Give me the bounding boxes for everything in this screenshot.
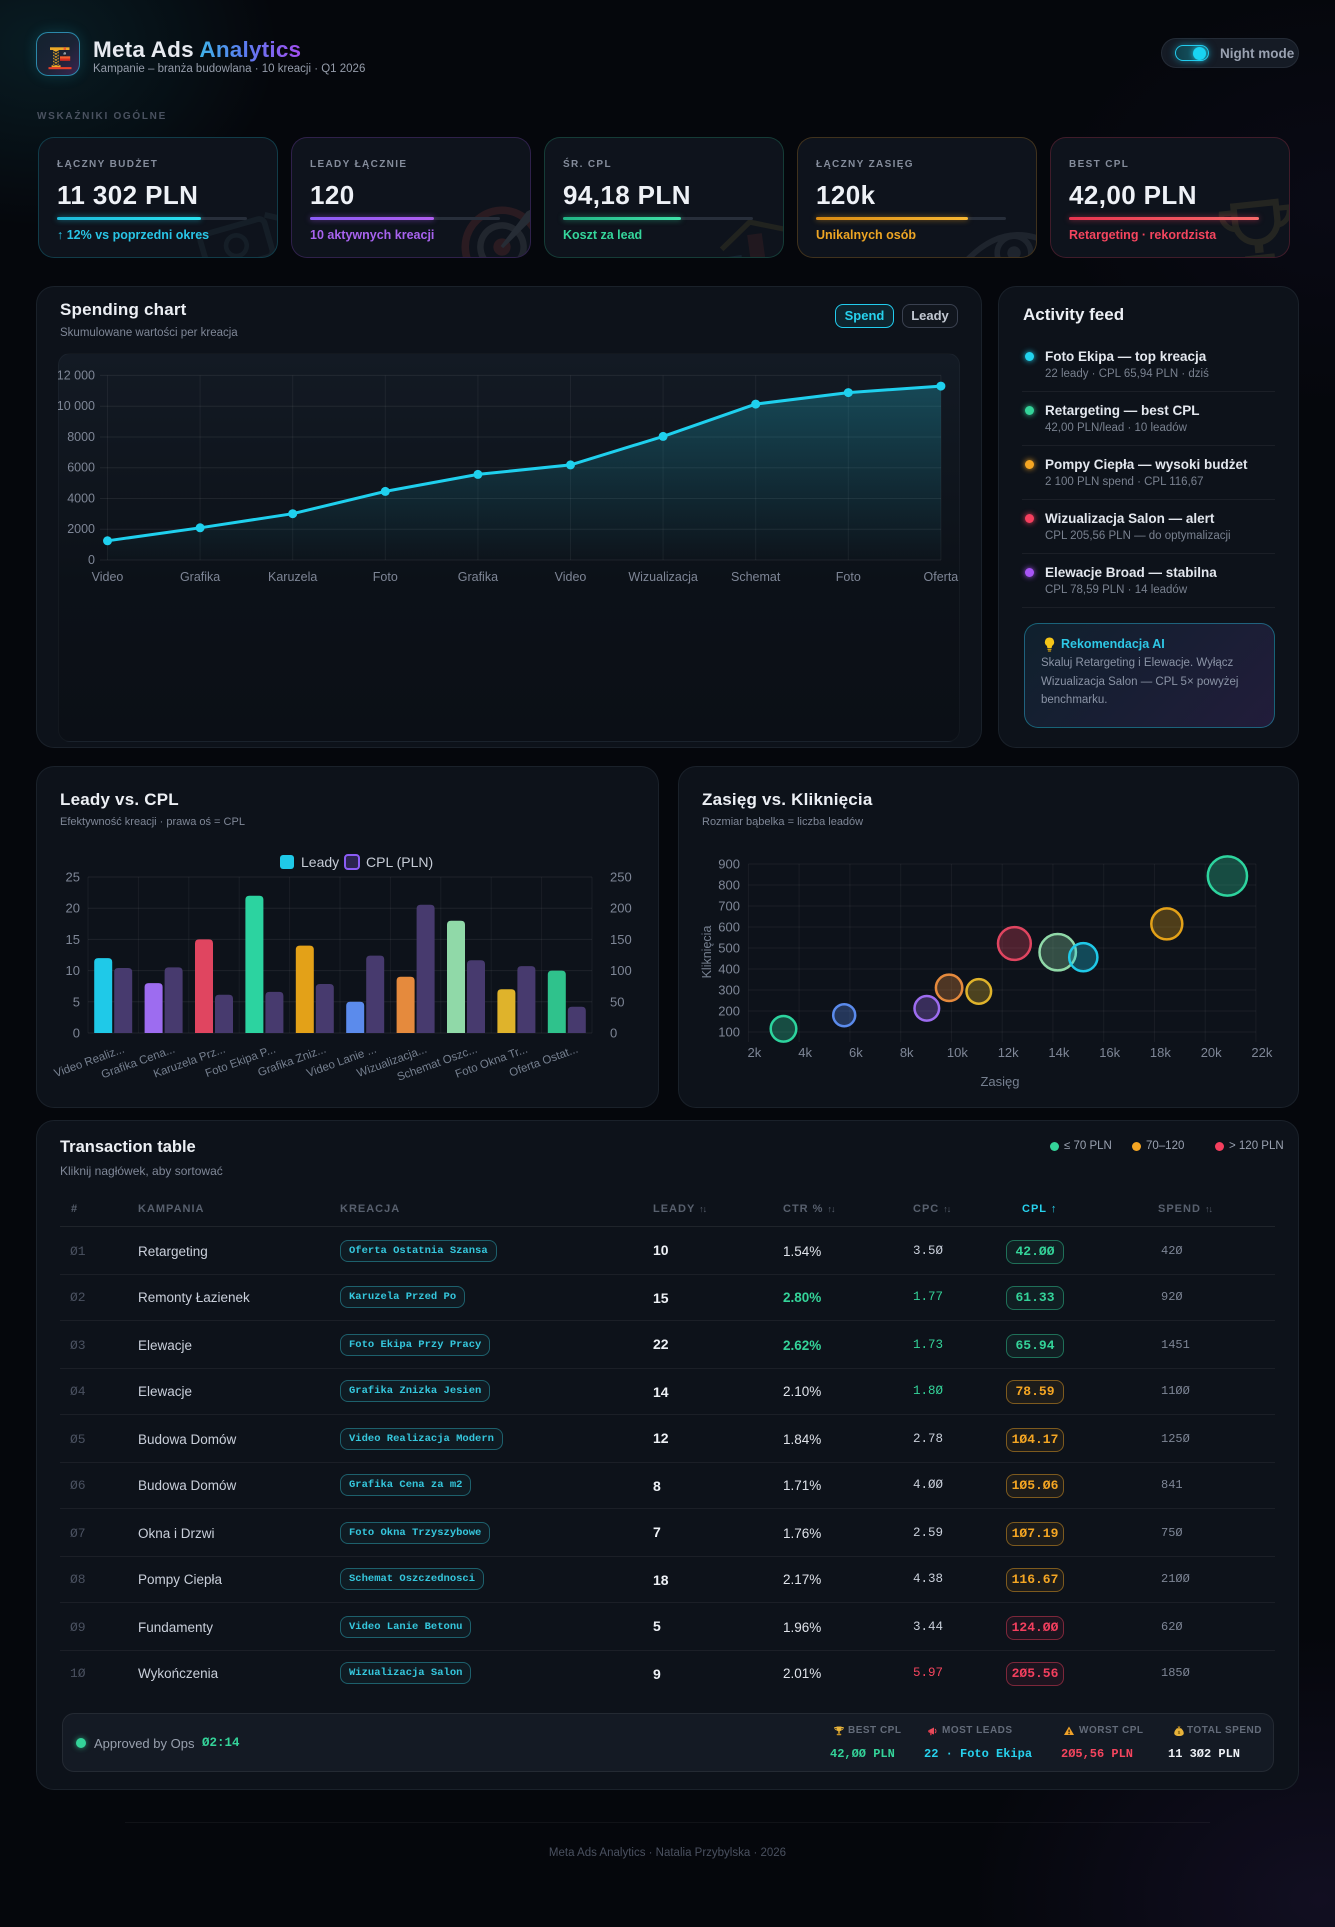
svg-text:2000: 2000 (67, 522, 95, 536)
svg-text:Foto: Foto (373, 570, 398, 584)
svg-text:Grafika: Grafika (180, 570, 220, 584)
svg-text:4000: 4000 (67, 492, 95, 506)
svg-text:20k: 20k (1201, 1045, 1222, 1060)
svg-text:300: 300 (718, 983, 740, 998)
svg-text:4k: 4k (798, 1045, 812, 1060)
svg-text:600: 600 (718, 920, 740, 935)
svg-text:15: 15 (66, 932, 80, 947)
svg-text:25: 25 (66, 870, 80, 885)
svg-text:8000: 8000 (67, 430, 95, 444)
svg-text:Wizualizacja: Wizualizacja (628, 570, 698, 584)
svg-text:Schemat: Schemat (731, 570, 781, 584)
svg-text:Foto: Foto (836, 570, 861, 584)
svg-text:100: 100 (718, 1025, 740, 1040)
svg-text:20: 20 (66, 901, 80, 916)
svg-text:500: 500 (718, 941, 740, 956)
svg-text:Video: Video (555, 570, 587, 584)
svg-text:5: 5 (73, 994, 80, 1009)
svg-text:400: 400 (718, 962, 740, 977)
svg-text:12k: 12k (998, 1045, 1019, 1060)
svg-text:200: 200 (610, 901, 632, 916)
svg-text:900: 900 (718, 857, 740, 872)
svg-text:Grafika: Grafika (458, 570, 498, 584)
svg-text:8k: 8k (900, 1045, 914, 1060)
svg-text:0: 0 (73, 1026, 80, 1041)
svg-text:800: 800 (718, 878, 740, 893)
svg-text:100: 100 (610, 963, 632, 978)
svg-text:0: 0 (88, 553, 95, 567)
svg-text:12 000: 12 000 (58, 368, 95, 382)
svg-text:6000: 6000 (67, 461, 95, 475)
svg-text:18k: 18k (1150, 1045, 1171, 1060)
svg-text:Oferta: Oferta (924, 570, 959, 584)
svg-text:10: 10 (66, 963, 80, 978)
svg-text:CPL (PLN): CPL (PLN) (366, 854, 433, 870)
svg-text:150: 150 (610, 932, 632, 947)
svg-text:Karuzela: Karuzela (268, 570, 317, 584)
svg-text:Leady: Leady (301, 854, 339, 870)
svg-text:0: 0 (610, 1026, 617, 1041)
svg-text:6k: 6k (849, 1045, 863, 1060)
svg-text:10k: 10k (947, 1045, 968, 1060)
svg-text:10 000: 10 000 (58, 399, 95, 413)
svg-text:$: $ (1178, 1730, 1181, 1735)
svg-text:Kliknięcia: Kliknięcia (700, 926, 714, 979)
svg-text:250: 250 (610, 870, 632, 885)
svg-text:16k: 16k (1099, 1045, 1120, 1060)
svg-text:14k: 14k (1048, 1045, 1069, 1060)
svg-text:2k: 2k (748, 1045, 762, 1060)
svg-text:Video: Video (92, 570, 124, 584)
svg-text:200: 200 (718, 1004, 740, 1019)
svg-text:700: 700 (718, 899, 740, 914)
svg-text:22k: 22k (1251, 1045, 1272, 1060)
svg-text:50: 50 (610, 994, 624, 1009)
svg-text:Zasięg: Zasięg (980, 1074, 1019, 1089)
